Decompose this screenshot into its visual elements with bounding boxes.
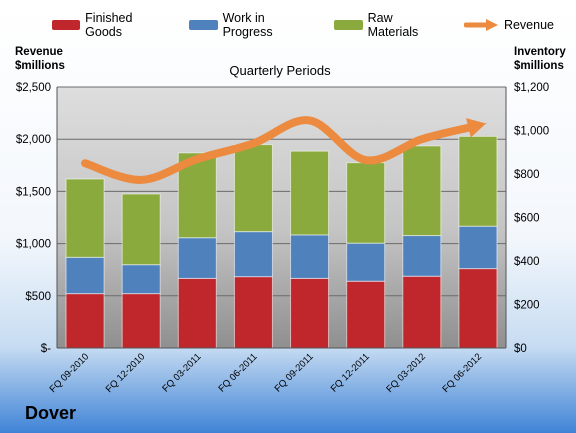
right-axis-title: Inventory $millions — [514, 46, 566, 72]
bar-raw-materials — [346, 162, 386, 244]
bar-finished-goods — [177, 277, 217, 349]
bar-finished-goods — [65, 293, 105, 349]
x-tick-label: FQ 09-2011 — [273, 351, 316, 394]
bars — [65, 135, 498, 349]
y-left-tick-label: $500 — [25, 291, 51, 303]
y-left-tick-label: $- — [41, 343, 51, 355]
bar-finished-goods — [233, 276, 273, 349]
revenue-point — [365, 159, 367, 161]
bar-work-in-progress — [290, 234, 330, 279]
x-tick-label: FQ 03-2011 — [160, 351, 203, 394]
revenue-point — [252, 142, 254, 144]
revenue-point — [196, 158, 198, 160]
revenue-point — [421, 138, 423, 140]
bar-work-in-progress — [458, 225, 498, 270]
y-right-tick-label: $0 — [514, 343, 527, 355]
y-right-tick-label: $400 — [514, 256, 540, 268]
y-right-tick-label: $1,200 — [514, 82, 549, 94]
bar-raw-materials — [233, 144, 273, 233]
bar-finished-goods — [458, 268, 498, 349]
plot-title: Quarterly Periods — [229, 63, 331, 78]
y-left-tick-label: $1,500 — [16, 186, 51, 198]
x-tick-label: FQ 09-2010 — [48, 351, 92, 395]
bar-raw-materials — [458, 135, 498, 227]
bar-finished-goods — [290, 277, 330, 349]
revenue-point — [309, 119, 311, 121]
revenue-line-layer — [81, 116, 487, 184]
legend-label-revenue: Revenue — [503, 18, 554, 32]
legend-label-work-in-progress: Work in Progress — [222, 11, 273, 39]
legend-label-finished-goods: Finished Goods — [85, 11, 133, 39]
legend-swatch-work-in-progress — [189, 20, 218, 30]
legend-item-finished-goods: Finished Goods — [52, 11, 167, 39]
y-right-tick-label: $1,000 — [514, 126, 549, 138]
y-left-tick-label: $2,000 — [16, 134, 51, 146]
bar-raw-materials — [402, 145, 442, 237]
bar-raw-materials — [121, 193, 161, 266]
legend-arrow-icon — [463, 19, 498, 31]
legend-item-raw-materials: Raw Materials — [334, 11, 442, 39]
bar-finished-goods — [121, 293, 161, 349]
x-tick-label: FQ 12-2011 — [329, 351, 372, 394]
y-right-tick-label: $200 — [514, 300, 540, 312]
legend-item-revenue: Revenue — [463, 18, 554, 32]
y-right-tick-label: $600 — [514, 213, 540, 225]
x-tick-label: FQ 12-2010 — [104, 351, 148, 395]
bar-work-in-progress — [233, 231, 273, 278]
x-tick-label: FQ 06-2012 — [440, 351, 484, 395]
left-axis-title: Revenue $millions — [15, 46, 65, 72]
revenue-arrowhead — [466, 118, 486, 138]
bar-work-in-progress — [65, 256, 105, 295]
bar-work-in-progress — [177, 237, 217, 279]
revenue-point — [485, 123, 487, 125]
bar-work-in-progress — [346, 242, 386, 282]
bar-work-in-progress — [402, 235, 442, 277]
y-right-tick-label: $800 — [514, 169, 540, 181]
bar-finished-goods — [402, 275, 442, 349]
revenue-point — [84, 162, 86, 164]
bar-finished-goods — [346, 280, 386, 349]
legend-swatch-finished-goods — [52, 20, 81, 30]
legend-label-raw-materials: Raw Materials — [367, 11, 419, 39]
bar-raw-materials — [65, 178, 105, 258]
x-tick-label: FQ 03-2012 — [384, 351, 428, 395]
legend-swatch-raw-materials — [334, 20, 363, 30]
bar-work-in-progress — [121, 264, 161, 295]
x-tick-label: FQ 06-2011 — [216, 351, 259, 394]
y-left-tick-label: $1,000 — [16, 239, 51, 251]
bar-raw-materials — [290, 150, 330, 236]
revenue-point — [140, 179, 142, 181]
company-name: Dover — [25, 403, 77, 423]
legend-item-work-in-progress: Work in Progress — [189, 11, 312, 39]
revenue-line — [81, 116, 477, 184]
legend: Finished Goods Work in Progress Raw Mate… — [52, 11, 576, 39]
y-left-tick-label: $2,500 — [16, 82, 51, 94]
